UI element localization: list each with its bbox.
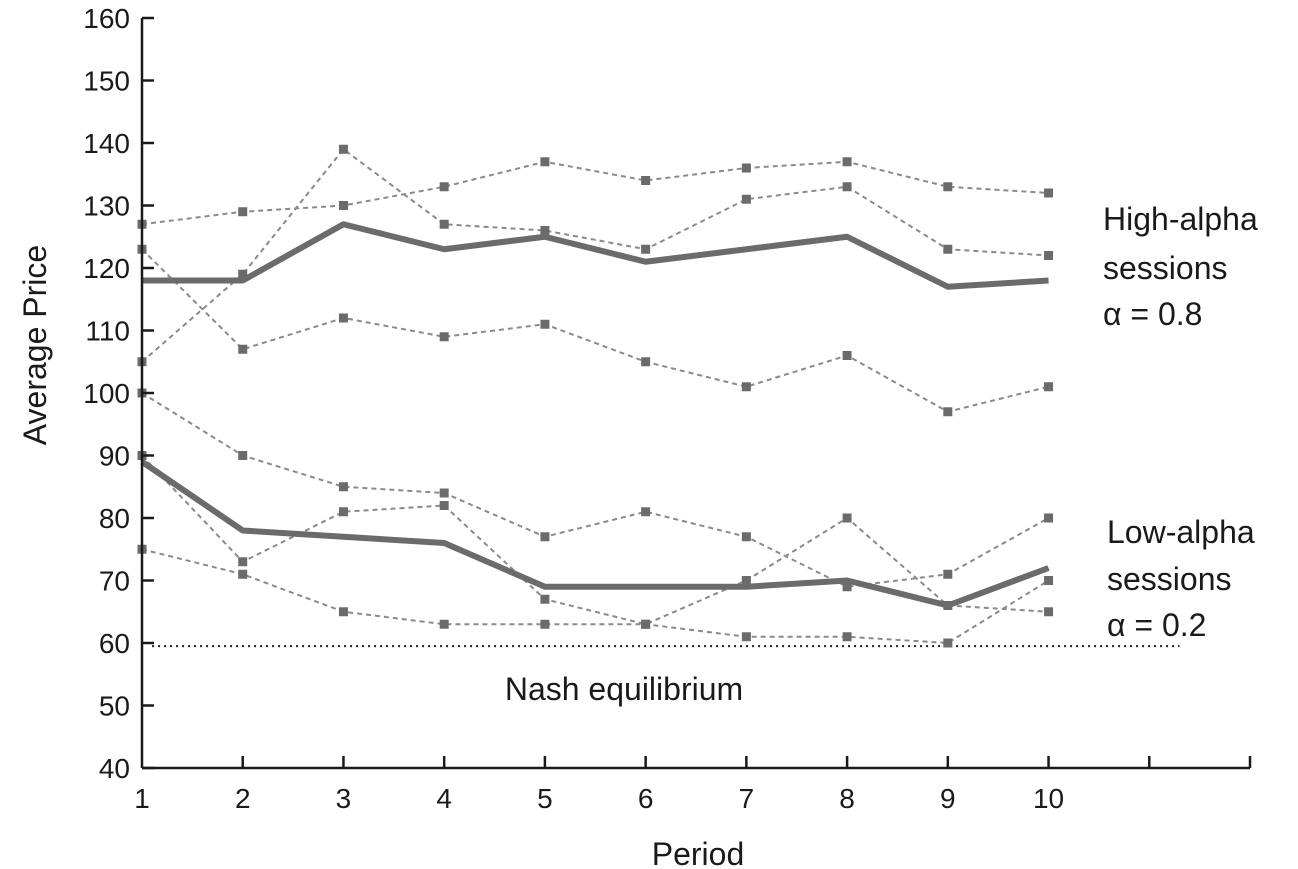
- high-alpha-session-point: [238, 344, 248, 354]
- high-alpha-label-line1: High-alpha: [1103, 201, 1258, 237]
- y-tick-label: 160: [83, 3, 130, 34]
- high-alpha-session-point: [439, 332, 449, 342]
- low-alpha-session-point: [842, 513, 852, 523]
- high-alpha-session-point: [439, 182, 449, 192]
- low-alpha-mean-line: [140, 459, 1050, 609]
- low-alpha-label-line2: sessions: [1107, 561, 1232, 597]
- y-tick-label: 80: [99, 503, 130, 534]
- low-alpha-session-point: [1044, 576, 1054, 585]
- y-tick-label: 150: [83, 66, 130, 97]
- high-alpha-mean-line: [142, 221, 1049, 290]
- y-tick-label: 140: [83, 128, 130, 159]
- low-alpha-session-line: [141, 548, 1050, 645]
- y-tick-label: 40: [99, 753, 130, 784]
- high-alpha-session-point: [1044, 251, 1054, 260]
- x-tick-label: 7: [739, 783, 755, 814]
- low-alpha-session-point: [943, 638, 953, 648]
- high-alpha-session-point: [540, 157, 550, 167]
- low-alpha-session-point: [439, 488, 449, 498]
- low-alpha-session-point: [741, 532, 751, 542]
- high-alpha-session-point: [943, 244, 953, 254]
- x-tick-label: 4: [436, 783, 452, 814]
- high-alpha-session-line: [141, 147, 1049, 363]
- high-alpha-session-point: [338, 201, 348, 210]
- low-alpha-session-point: [540, 532, 550, 542]
- low-alpha-label-line3: α = 0.2: [1107, 607, 1206, 643]
- low-alpha-session-point: [741, 576, 751, 585]
- high-alpha-session-point: [641, 357, 651, 367]
- high-alpha-session-line: [141, 160, 1049, 226]
- high-alpha-session-point: [943, 407, 953, 417]
- high-alpha-label-line2: sessions: [1103, 250, 1228, 286]
- high-alpha-session-point: [540, 226, 550, 235]
- x-tick-label: 3: [336, 783, 352, 814]
- high-alpha-session-point: [439, 219, 449, 229]
- high-alpha-session-point: [338, 313, 348, 323]
- x-tick-label: 5: [537, 783, 553, 814]
- high-alpha-session-point: [238, 269, 248, 279]
- high-alpha-session-point: [238, 207, 248, 217]
- high-alpha-session-point: [540, 319, 550, 329]
- x-tick-label: 9: [940, 783, 956, 814]
- low-alpha-session-point: [540, 619, 550, 629]
- high-alpha-session-point: [338, 144, 348, 154]
- x-tick-label: 1: [134, 783, 150, 814]
- high-alpha-session-point: [842, 157, 852, 167]
- high-alpha-session-point: [1044, 382, 1054, 392]
- low-alpha-session-point: [238, 569, 248, 579]
- x-tick-label: 6: [638, 783, 654, 814]
- y-tick-label: 120: [83, 253, 130, 284]
- x-tick-label: 8: [839, 783, 855, 814]
- low-alpha-session-point: [1044, 607, 1054, 617]
- low-alpha-session-point: [943, 569, 953, 579]
- x-tick-label: 10: [1033, 783, 1064, 814]
- low-alpha-session-line: [141, 454, 1049, 626]
- low-alpha-session-point: [641, 507, 651, 517]
- low-alpha-session-point: [338, 607, 348, 617]
- low-alpha-label-line1: Low-alpha: [1107, 514, 1255, 550]
- high-alpha-session-line: [141, 248, 1049, 413]
- y-tick-label: 110: [85, 316, 130, 347]
- high-alpha-session-point: [641, 176, 651, 185]
- low-alpha-session-point: [1044, 513, 1054, 523]
- low-alpha-session-point: [842, 632, 852, 642]
- axes-group: 40 50 60 70 80 90 100 110 120 130 140 150 160 1 2 3 4 5 6 7…: [83, 3, 1252, 814]
- low-alpha-session-point: [540, 594, 550, 604]
- high-alpha-session-point: [741, 194, 751, 204]
- high-alpha-session-point: [842, 182, 852, 192]
- high-alpha-label-line3: α = 0.8: [1103, 296, 1202, 332]
- low-alpha-session-point: [338, 482, 348, 492]
- y-tick-label: 70: [99, 566, 130, 597]
- low-alpha-session-point: [439, 501, 449, 510]
- x-tick-label: 2: [235, 783, 251, 814]
- text-group: Period Average Price Nash equilibrium Hi…: [17, 201, 1258, 869]
- high-alpha-session-point: [741, 382, 751, 392]
- low-alpha-session-point: [439, 619, 449, 629]
- low-alpha-session-point: [238, 557, 248, 567]
- high-alpha-session-point: [641, 244, 651, 254]
- low-alpha-session-point: [338, 507, 348, 517]
- y-tick-label: 50: [99, 691, 130, 722]
- series-group: [137, 144, 1054, 648]
- low-alpha-session-line: [141, 392, 1050, 588]
- y-tick-label: 130: [83, 191, 130, 222]
- high-alpha-session-point: [741, 163, 751, 173]
- y-tick-label: 60: [99, 628, 130, 659]
- y-axis-title: Average Price: [17, 245, 53, 445]
- low-alpha-session-point: [238, 451, 248, 460]
- high-alpha-session-point: [943, 182, 953, 192]
- low-alpha-session-point: [741, 632, 751, 642]
- low-alpha-session-point: [641, 619, 651, 629]
- low-alpha-session-point: [842, 582, 852, 592]
- nash-equilibrium-label: Nash equilibrium: [505, 671, 743, 707]
- high-alpha-session-point: [842, 351, 852, 360]
- y-tick-label: 100: [83, 378, 130, 409]
- y-tick-label: 90: [99, 441, 130, 472]
- high-alpha-session-point: [1044, 188, 1054, 198]
- x-axis-title: Period: [652, 836, 745, 869]
